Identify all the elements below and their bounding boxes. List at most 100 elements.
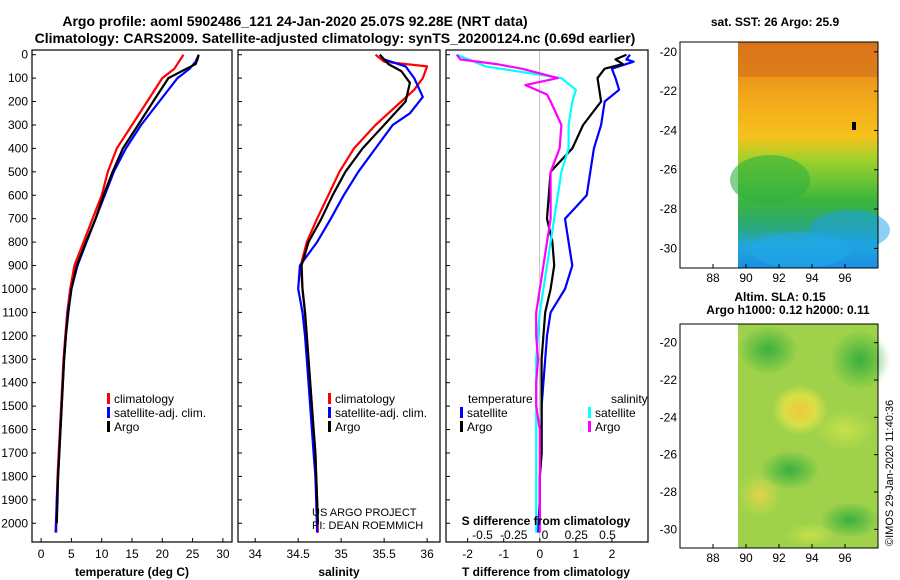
temperature-series [54, 54, 200, 533]
map-lat-label: -26 [660, 448, 678, 462]
depth-axis: 0 100 200 300 400 500 600 700 800 900 1000 1100 1200… [1, 48, 450, 530]
x-tick-label: 25 [186, 547, 200, 561]
argo-float-marker [852, 122, 856, 130]
t-difference-axis-label: T difference from climatology [462, 565, 630, 579]
sst-warm-band [738, 42, 878, 77]
map-lon-label: 88 [706, 551, 720, 565]
credit-project: US ARGO PROJECT [312, 507, 417, 519]
x-tick-label: 2 [609, 547, 616, 561]
x-tick-label: 1 [573, 547, 580, 561]
x-tick-label: 5 [68, 547, 75, 561]
legend-label-argo: Argo [114, 420, 140, 434]
depth-tick-label: 300 [8, 118, 28, 132]
s-difference-axis-label: S difference from climatology [462, 514, 631, 528]
temperature-legend: climatology satellite-adj. clim. Argo [107, 392, 206, 434]
legend-label-s-argo: Argo [595, 420, 621, 434]
legend-label-argo: Argo [335, 420, 361, 434]
map-lon-label: 94 [805, 271, 819, 285]
series-satellite-adj-clim- [297, 53, 424, 533]
legend-label-satellite: satellite-adj. clim. [114, 406, 206, 420]
sla-map-title: Altim. SLA: 0.15 [734, 290, 826, 304]
depth-tick-label: 900 [8, 259, 28, 273]
series-t-satellite [536, 54, 635, 533]
x-tick-label: 35.5 [372, 547, 396, 561]
s-diff-tick-label: -0.25 [500, 528, 528, 542]
map-lon-label: 92 [772, 551, 786, 565]
s-diff-tick-label: -0.5 [472, 528, 493, 542]
depth-tick-label: 1100 [2, 305, 28, 319]
legend-swatch-satellite [107, 407, 110, 418]
x-tick-label: 0 [38, 547, 45, 561]
depth-tick-label: 1700 [1, 446, 28, 460]
map-lon-label: 90 [739, 551, 753, 565]
map-lat-label: -28 [660, 485, 678, 499]
legend-swatch-t-argo [460, 421, 463, 432]
s-diff-tick-label: 0.5 [599, 528, 616, 542]
map-lat-label: -22 [660, 84, 678, 98]
depth-tick-label: 400 [8, 141, 28, 155]
sla-high-patch [772, 385, 828, 435]
salinity-axis-label: salinity [318, 565, 360, 579]
legend-swatch-argo [107, 421, 110, 432]
legend-swatch-satellite [328, 407, 331, 418]
difference-legend: temperature satellite Argo salinity sate… [460, 392, 648, 434]
depth-tick-label: 600 [8, 188, 28, 202]
depth-tick-label: 700 [8, 212, 28, 226]
sla-map-axes: -20 -22 -24 -26 -28 -30 88 90 92 94 96 [660, 336, 878, 565]
salinity-series [297, 53, 429, 533]
depth-tick-label: 500 [8, 165, 28, 179]
map-lon-label: 96 [838, 271, 852, 285]
depth-tick-label: 100 [8, 71, 28, 85]
figure-subtitle: Climatology: CARS2009. Satellite-adjuste… [35, 30, 636, 46]
legend-swatch-t-satellite [460, 407, 463, 418]
map-lat-label: -24 [660, 123, 678, 137]
x-tick-label: 10 [95, 547, 109, 561]
map-lon-label: 90 [739, 271, 753, 285]
sst-blue-patch [750, 232, 850, 268]
depth-tick-label: 0 [21, 48, 28, 62]
series-climatology [55, 54, 185, 533]
depth-tick-label: 1300 [1, 352, 28, 366]
temperature-axis-label: temperature (deg C) [75, 565, 189, 579]
x-axis-ticks: 0 5 10 15 20 25 30 34 34.5 35 35.5 36 -2 -1 0 1 2 -0.5 -0.… [38, 528, 616, 561]
sla-low-patch [738, 325, 798, 375]
x-tick-label: 34.5 [286, 547, 310, 561]
map-lat-label: -22 [660, 373, 678, 387]
map-lon-label: 96 [838, 551, 852, 565]
s-diff-tick-label: 0 [542, 528, 549, 542]
salinity-panel-frame [237, 49, 441, 543]
depth-tick-label: 1000 [1, 282, 28, 296]
sla-map: -20 -22 -24 -26 -28 -30 88 90 92 94 96 [660, 323, 890, 565]
series-argo [300, 53, 411, 524]
x-tick-label: -1 [498, 547, 509, 561]
map-lat-label: -24 [660, 410, 678, 424]
x-tick-label: 35 [334, 547, 348, 561]
difference-series [455, 50, 635, 542]
depth-tick-label: 1400 [1, 376, 28, 390]
depth-tick-label: 200 [8, 95, 28, 109]
map-lat-label: -26 [660, 163, 678, 177]
x-tick-label: 30 [216, 547, 230, 561]
legend-label-climatology: climatology [335, 392, 395, 406]
series-climatology [299, 53, 429, 533]
legend-label-t-satellite: satellite [467, 406, 508, 420]
map-lat-label: -20 [660, 45, 678, 59]
series-s-argo [455, 54, 563, 533]
sla-mid-patch [785, 523, 835, 547]
salinity-legend: climatology satellite-adj. clim. Argo [328, 392, 427, 434]
sst-map: -20 -22 -24 -26 -28 -30 88 90 92 94 96 [660, 41, 890, 285]
map-lat-label: -30 [660, 522, 678, 536]
legend-swatch-climatology [328, 393, 331, 404]
sla-low-patch [830, 330, 890, 390]
map-lon-label: 88 [706, 271, 720, 285]
sst-map-title: sat. SST: 26 Argo: 25.9 [711, 15, 840, 29]
map-lat-label: -20 [660, 336, 678, 350]
sla-low-patch [760, 450, 820, 490]
sla-mid-patch [815, 410, 875, 450]
sla-map-subtitle: Argo h1000: 0.12 h2000: 0.11 [706, 303, 870, 317]
series-s-satellite [456, 53, 578, 533]
depth-tick-label: 1200 [1, 329, 28, 343]
depth-tick-label: 1900 [1, 493, 28, 507]
depth-tick-label: 1600 [1, 423, 28, 437]
